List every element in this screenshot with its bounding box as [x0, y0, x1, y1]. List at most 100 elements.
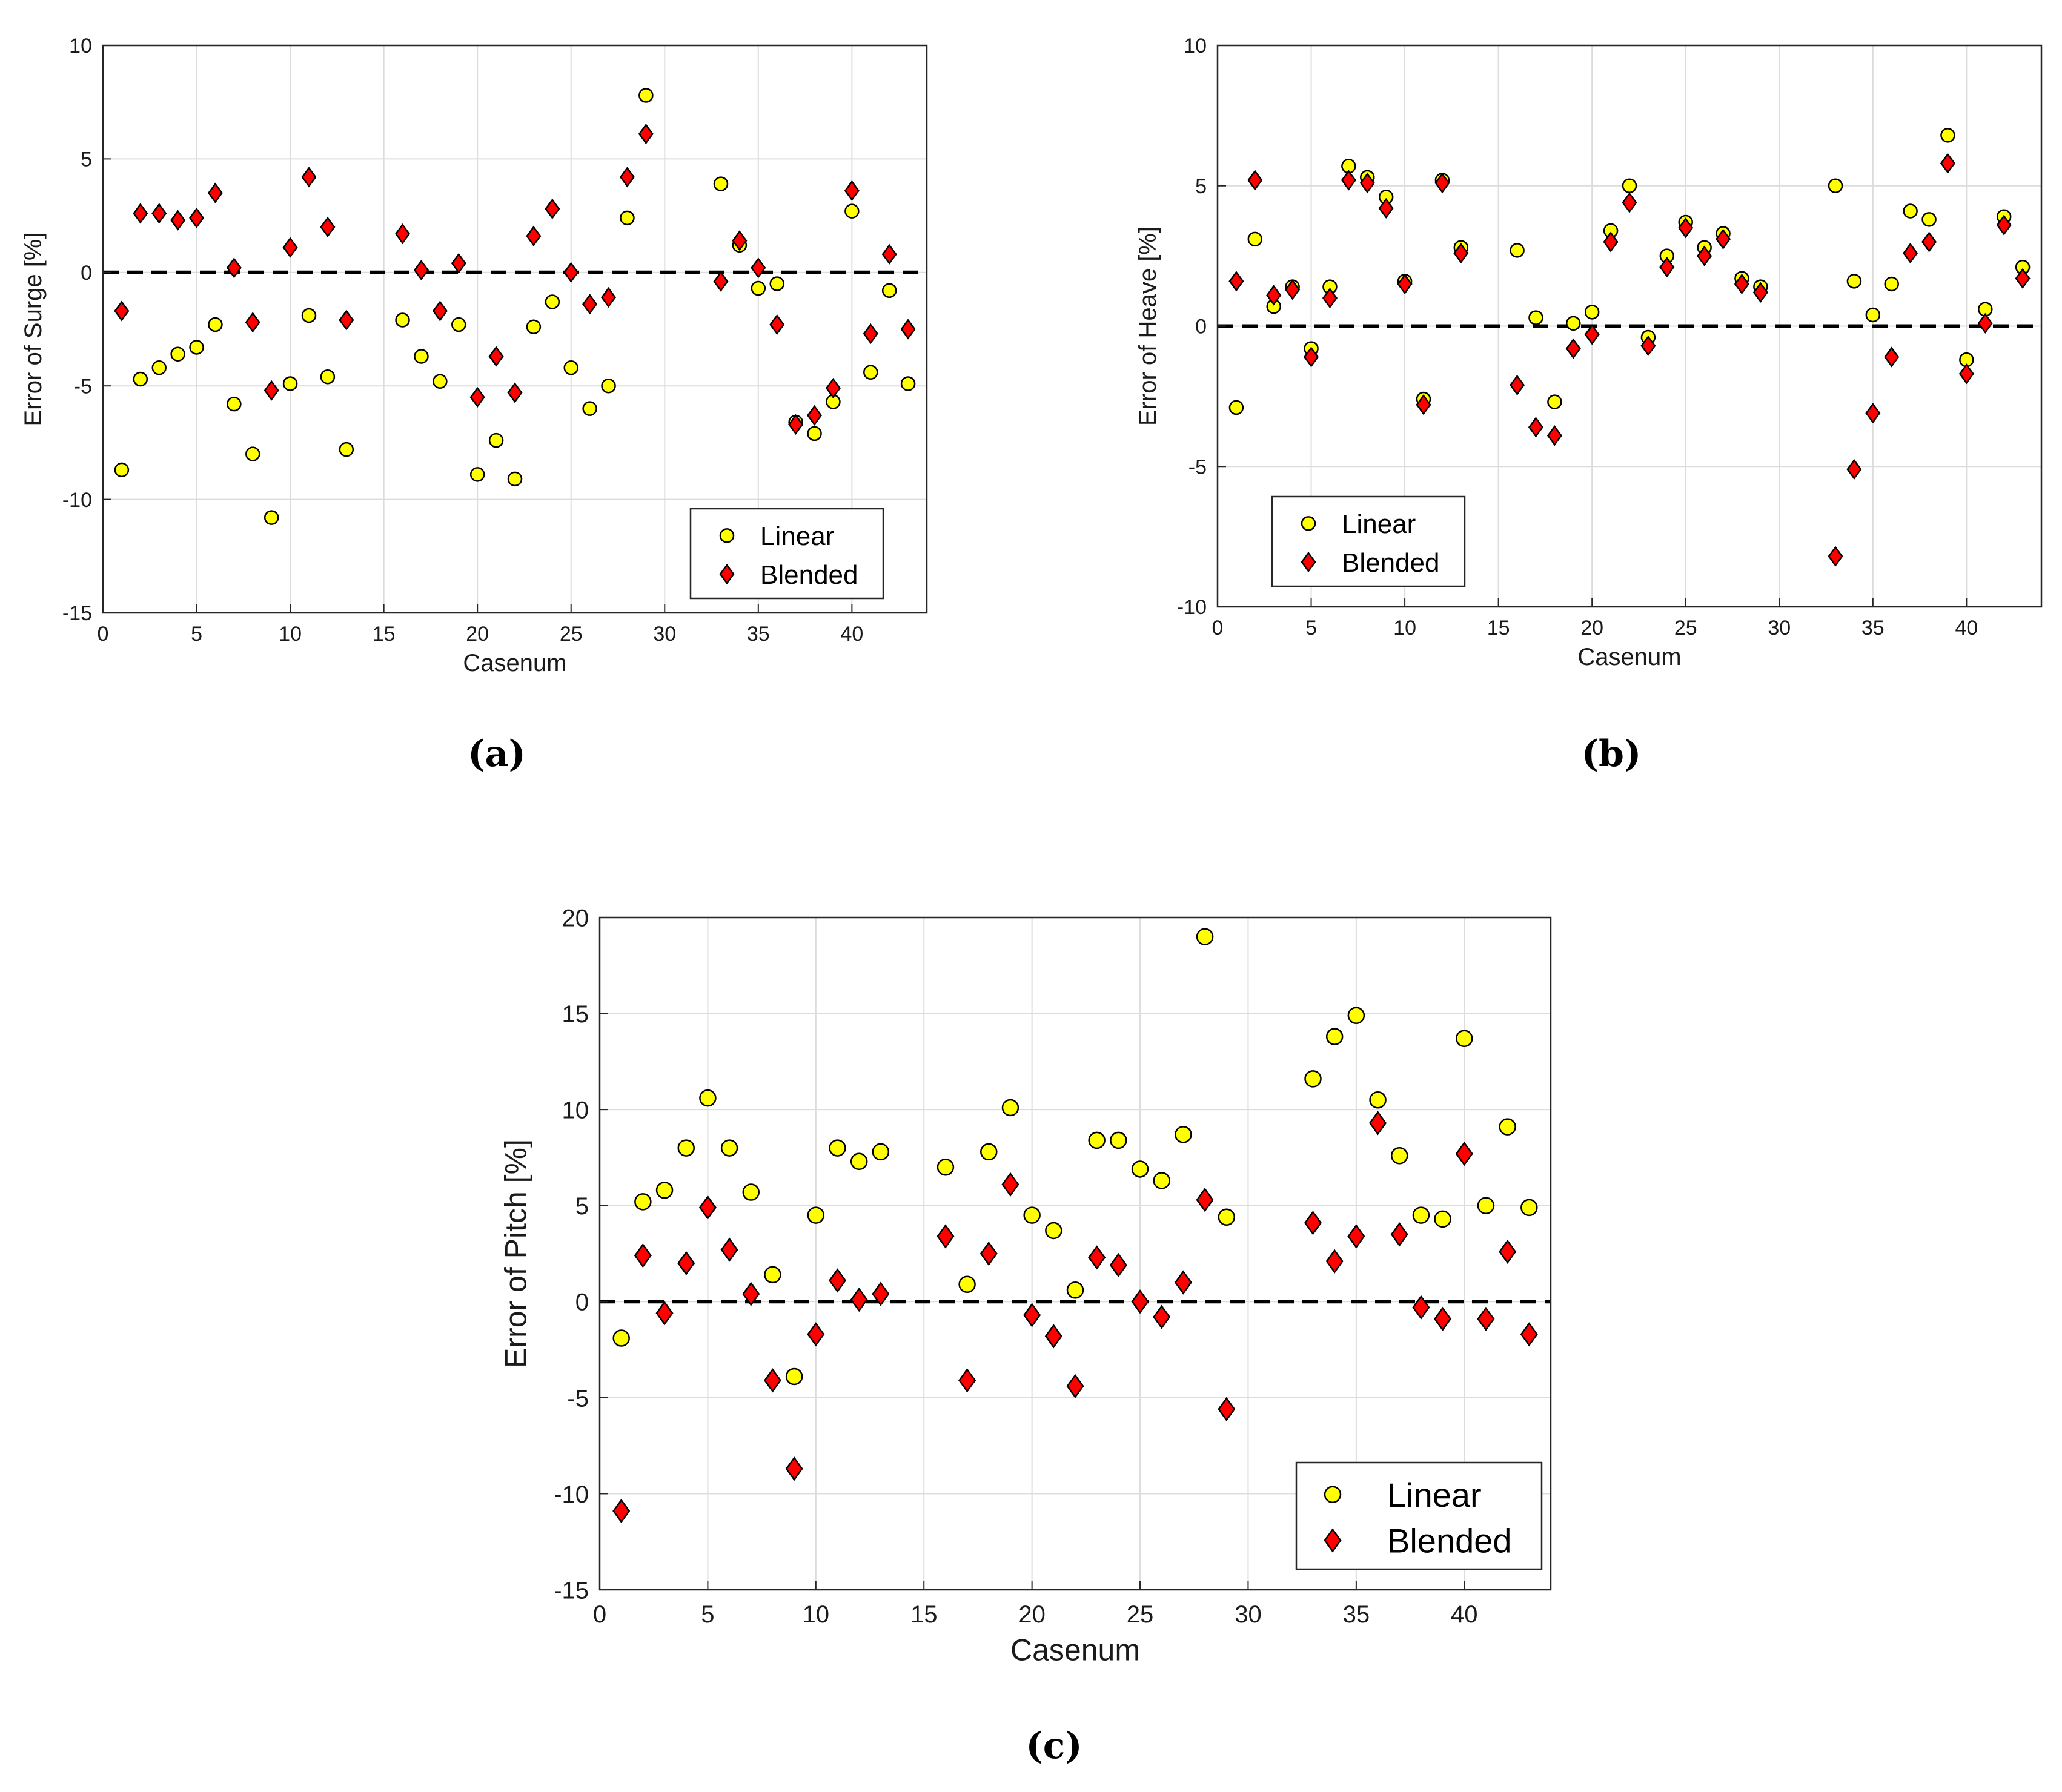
legend-blended-marker: [1324, 1528, 1342, 1553]
blended-point: [825, 377, 841, 399]
linear-point: [1566, 316, 1581, 331]
blended-point: [451, 253, 466, 274]
linear-point: [601, 378, 616, 394]
linear-point: [414, 349, 429, 364]
blended-point: [1228, 271, 1244, 292]
blended-point: [1528, 417, 1544, 438]
linear-point: [1921, 212, 1937, 227]
blended-point: [1359, 173, 1375, 194]
y-tick-label: -10: [62, 489, 92, 512]
legend-linear-label: Linear: [760, 521, 834, 551]
linear-point: [133, 371, 148, 387]
series-blended: [114, 124, 916, 435]
linear-point: [612, 1329, 630, 1347]
linear-point: [339, 441, 354, 457]
blended-point: [1584, 324, 1600, 345]
legend-blended-marker: [719, 563, 735, 585]
y-tick-label: 10: [562, 1097, 589, 1124]
blended-point: [732, 230, 748, 251]
linear-point: [1903, 203, 1918, 219]
blended-point: [320, 216, 336, 237]
blended-point: [1996, 214, 2012, 236]
linear-point: [1196, 928, 1214, 945]
chart-pitch: 0 5 10 15 20 25 30 35 40 -15 -10 -5 0 5 10 15 20 Casenum E…: [499, 905, 1552, 1767]
blended-point: [1416, 394, 1431, 415]
blended-point: [713, 271, 729, 292]
blended-point: [226, 257, 242, 279]
blended-point: [2015, 268, 2031, 289]
legend: Linear Blended: [689, 508, 884, 600]
linear-point: [488, 432, 504, 448]
blended-point: [958, 1368, 976, 1393]
blended-point: [133, 203, 148, 224]
blended-point: [1285, 279, 1301, 300]
linear-point: [850, 1152, 868, 1171]
linear-point: [900, 376, 916, 391]
linear-point: [958, 1275, 976, 1293]
y-tick-label: -15: [554, 1577, 589, 1604]
blended-point: [507, 382, 523, 403]
linear-point: [1547, 394, 1562, 409]
blended-point: [1341, 170, 1356, 191]
blended-point: [1390, 1222, 1408, 1247]
blended-point: [1565, 338, 1581, 359]
linear-point: [1369, 1091, 1387, 1109]
linear-point: [863, 365, 878, 380]
y-tick-label: -5: [1188, 455, 1207, 478]
blended-point: [937, 1224, 955, 1249]
x-tick-label: 15: [910, 1601, 938, 1628]
blended-point: [1828, 546, 1843, 567]
linear-point: [1218, 1208, 1236, 1226]
linear-point: [1828, 178, 1843, 193]
x-tick-label: 30: [1235, 1601, 1262, 1628]
blended-point: [1453, 242, 1469, 264]
linear-point: [785, 1367, 803, 1386]
series-blended: [1228, 153, 2031, 567]
y-axis-title: Error of Pitch [%]: [499, 1139, 533, 1368]
blended-point: [1023, 1303, 1041, 1327]
y-tick-label: 15: [562, 1001, 589, 1028]
x-tick-label: 10: [1393, 617, 1416, 640]
blended-point: [980, 1241, 998, 1266]
blended-point: [114, 300, 130, 322]
blended-point: [1622, 192, 1637, 213]
blended-point: [638, 124, 654, 145]
blended-point: [1659, 257, 1675, 278]
blended-point: [612, 1498, 631, 1524]
x-tick-label: 5: [191, 623, 202, 646]
y-tick-label: 5: [81, 148, 92, 171]
x-tick-label: 25: [560, 623, 583, 646]
blended-point: [1921, 231, 1937, 253]
legend-linear-label: Linear: [1387, 1476, 1482, 1514]
linear-point: [1510, 243, 1525, 258]
blended-point: [469, 386, 485, 408]
blended-point: [1715, 228, 1731, 250]
linear-point: [1023, 1206, 1041, 1224]
blended-point: [850, 1287, 868, 1312]
blended-point: [619, 167, 635, 188]
blended-point: [828, 1268, 847, 1293]
blended-point: [742, 1281, 760, 1306]
x-tick-label: 35: [1343, 1601, 1370, 1628]
series-linear: [114, 88, 916, 525]
linear-point: [980, 1143, 998, 1161]
linear-point: [582, 401, 597, 416]
legend-linear-marker: [1324, 1486, 1342, 1504]
ticks: 0 5 10 15 20 25 30 35 40 -15 -10 -5 0 5 10: [62, 35, 863, 646]
linear-point: [844, 203, 860, 219]
linear-point: [1528, 310, 1543, 325]
blended-point: [1001, 1172, 1019, 1197]
blended-point: [1752, 282, 1768, 303]
blended-point: [600, 286, 617, 308]
grid: [103, 45, 927, 613]
blended-point: [394, 223, 411, 245]
x-axis-title: Casenum: [463, 650, 566, 676]
blended-point: [763, 1368, 781, 1393]
y-tick-label: 5: [1195, 175, 1207, 198]
linear-point: [264, 510, 279, 525]
linear-point: [1940, 128, 1955, 143]
x-tick-label: 40: [1955, 617, 1978, 640]
blended-point: [1325, 1249, 1344, 1274]
linear-point: [881, 283, 897, 299]
linear-point: [699, 1089, 717, 1107]
